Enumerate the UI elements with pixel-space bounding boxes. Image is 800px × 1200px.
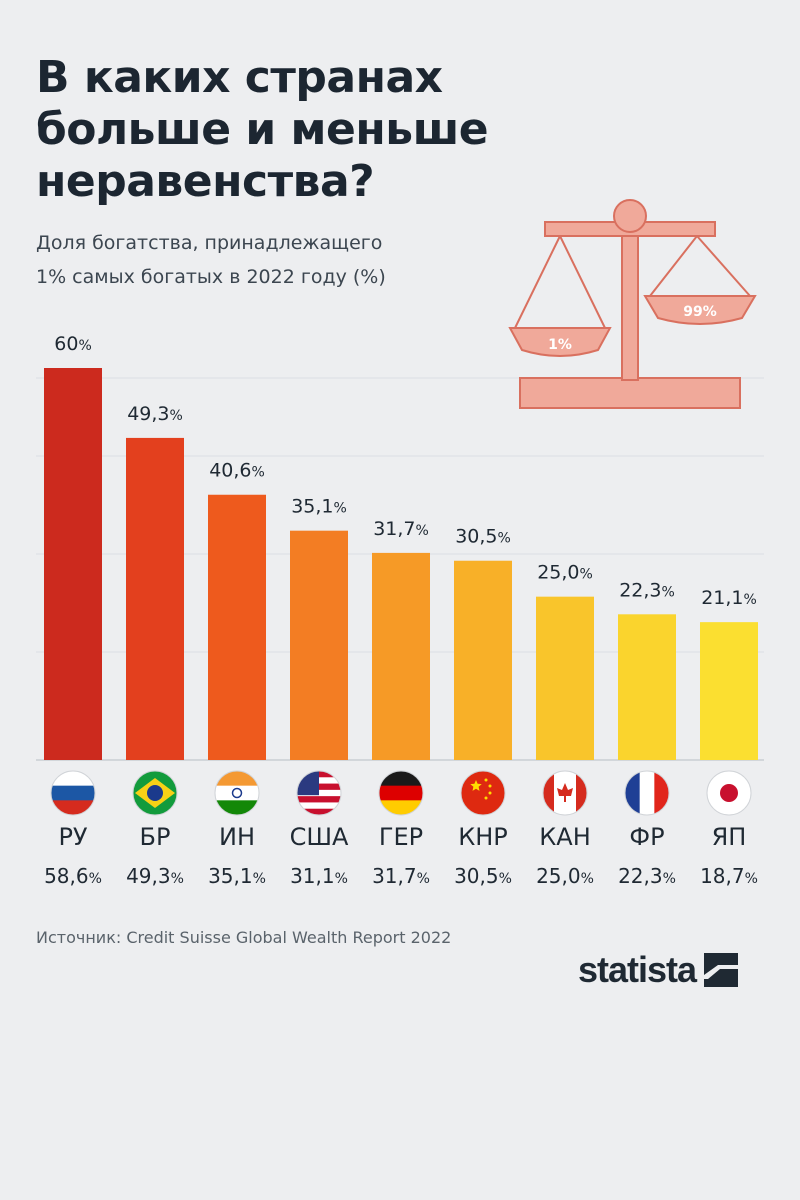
value-label: 30,5% [455, 526, 511, 548]
secondary-value: 58,6% [44, 864, 102, 888]
secondary-value: 25,0% [536, 864, 594, 888]
bar-ЯП [700, 622, 758, 760]
bar-ГЕР [372, 552, 430, 760]
japan-flag-icon [706, 770, 752, 816]
page-subtitle: Доля богатства, принадлежащего 1% самых … [36, 226, 496, 294]
bars [44, 368, 758, 760]
secondary-value: 18,7% [700, 864, 758, 888]
secondary-value: 22,3% [618, 864, 676, 888]
statista-logo-icon [704, 953, 739, 987]
scales-icon: 1% 99% [508, 199, 757, 409]
value-label: 31,7% [373, 518, 429, 540]
bar-КАН [536, 596, 594, 760]
page-title: В каких странах больше и меньше неравенс… [36, 52, 556, 208]
title-line: больше и меньше [36, 104, 489, 155]
bar-chart: 1% 99% 60% РУ 58,6% 49,3% БР 49,3% 40,6% ИН 35,1… [36, 199, 764, 888]
category-label: ЯП [712, 823, 747, 851]
category-label: КНР [458, 823, 508, 851]
bar-БР [126, 437, 184, 760]
value-label: 60% [54, 333, 92, 355]
right-pan-label: 99% [683, 304, 717, 320]
category-label: ГЕР [379, 823, 423, 851]
category-label: США [290, 823, 349, 851]
germany-flag-icon [378, 770, 424, 816]
labels: 60% РУ 58,6% 49,3% БР 49,3% 40,6% ИН 35,1% 35,1% С… [44, 333, 758, 888]
logo-text: statista [578, 949, 697, 990]
subtitle-line: 1% самых богатых в 2022 году (%) [36, 266, 386, 288]
bar-РУ [44, 368, 102, 760]
russia-flag-icon [50, 770, 96, 816]
category-label: ФР [629, 823, 664, 851]
title-line: В каких странах [36, 52, 443, 103]
category-label: БР [140, 823, 171, 851]
bar-ИН [208, 494, 266, 760]
source-note: Источник: Credit Suisse Global Wealth Re… [36, 928, 452, 947]
value-label: 21,1% [701, 587, 757, 609]
value-label: 22,3% [619, 579, 675, 601]
bar-ФР [618, 614, 676, 760]
category-label: РУ [58, 823, 87, 851]
brazil-flag-icon [132, 770, 178, 816]
china-flag-icon [460, 770, 506, 816]
usa-flag-icon [296, 770, 342, 816]
secondary-value: 49,3% [126, 864, 184, 888]
flags [50, 770, 752, 816]
value-label: 25,0% [537, 562, 593, 584]
category-label: КАН [539, 823, 591, 851]
value-label: 40,6% [209, 460, 265, 482]
canada-flag-icon [542, 770, 588, 816]
secondary-value: 35,1% [208, 864, 266, 888]
left-pan-label: 1% [548, 337, 572, 353]
bar-США [290, 530, 348, 760]
subtitle-line: Доля богатства, принадлежащего [36, 232, 383, 254]
france-flag-icon [624, 770, 670, 816]
value-label: 49,3% [127, 403, 183, 425]
secondary-value: 31,1% [290, 864, 348, 888]
statista-logo: statista [578, 947, 739, 993]
secondary-value: 30,5% [454, 864, 512, 888]
secondary-value: 31,7% [372, 864, 430, 888]
value-label: 35,1% [291, 496, 347, 518]
india-flag-icon [214, 770, 260, 816]
bar-КНР [454, 560, 512, 760]
title-line: неравенства? [36, 156, 375, 207]
category-label: ИН [219, 823, 255, 851]
